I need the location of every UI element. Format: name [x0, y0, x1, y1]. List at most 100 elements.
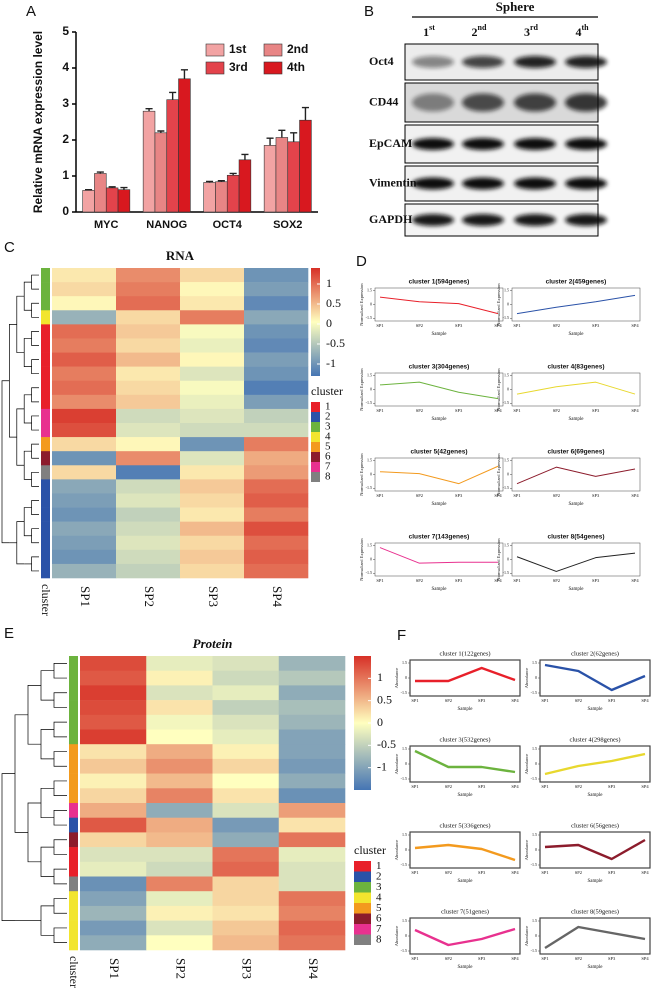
- blot-band: [565, 56, 607, 68]
- blot-band: [514, 138, 556, 150]
- cluster-strip: [69, 656, 78, 671]
- y-tick-label: 0: [507, 301, 509, 306]
- heatmap-cell: [146, 803, 213, 818]
- y-axis-label: Normalized Expression: [359, 453, 364, 496]
- legend-label: 8: [376, 933, 382, 945]
- x-tick-label: SP2: [445, 956, 452, 961]
- lane-label: 4th: [575, 23, 589, 39]
- heatmap-cell: [244, 437, 309, 452]
- plot-title: cluster 6(56genes): [571, 822, 619, 829]
- y-tick-label: 0: [370, 301, 372, 306]
- x-tick-label: SP2: [445, 784, 452, 789]
- x-tick-label: SP1: [513, 408, 520, 413]
- y-tick-label: 0: [370, 471, 372, 476]
- x-tick-label: SP4: [631, 493, 639, 498]
- cluster-strip: [41, 465, 50, 480]
- dendrogram-branch: [27, 685, 41, 745]
- error-bar: [266, 137, 274, 146]
- heatmap-cell: [180, 563, 245, 579]
- cluster-strip: [41, 507, 50, 522]
- cluster-strip: [41, 282, 50, 297]
- plot-frame: [374, 457, 504, 492]
- cluster-strip: [41, 352, 50, 367]
- legend-label: 2: [325, 411, 331, 423]
- plot-title: cluster 2(459genes): [546, 279, 607, 286]
- heatmap-cell: [278, 700, 346, 716]
- error-bar: [96, 171, 104, 174]
- heatmap-cell: [278, 773, 346, 789]
- y-tick-label: 1.5: [504, 543, 509, 548]
- heatmap-cell: [116, 352, 181, 367]
- heatmap-cell: [146, 876, 213, 892]
- heatmap-cell: [116, 451, 181, 466]
- dendrogram-branch: [40, 670, 54, 701]
- x-tick-label: SP4: [641, 698, 649, 703]
- dendrogram-branch: [23, 450, 32, 480]
- heatmap-cell: [180, 296, 245, 311]
- colorbar-tick-label: 0: [377, 715, 383, 729]
- y-tick-label: 1.5: [504, 288, 509, 293]
- heatmap-cell: [52, 282, 117, 297]
- x-axis-label: Sample: [569, 587, 585, 592]
- bar: [287, 141, 300, 213]
- error-bar: [290, 132, 298, 142]
- cluster-strip: [41, 310, 50, 325]
- plot-title: cluster 4(83genes): [547, 364, 604, 371]
- heatmap-cell: [212, 700, 280, 716]
- heatmap-cell: [146, 832, 213, 848]
- x-tick-label: SP3: [592, 408, 600, 413]
- error-bar: [241, 153, 249, 160]
- heatmap-cell: [116, 549, 181, 565]
- heatmap-cell: [212, 847, 280, 863]
- heatmap-cell: [80, 758, 147, 774]
- heatmap-cell: [52, 310, 117, 325]
- heatmap-cell: [80, 656, 147, 671]
- heatmap-cell: [80, 876, 147, 892]
- heatmap-cell: [146, 685, 213, 701]
- y-tick-label: -1.5: [503, 570, 509, 575]
- heatmap-cell: [116, 408, 181, 424]
- x-tick-label: SP4: [494, 578, 502, 583]
- y-tick-label: -1.5: [531, 690, 537, 695]
- heatmap-cell: [212, 861, 280, 877]
- y-axis-label: Normalized Expression: [359, 538, 364, 581]
- plot-frame: [539, 831, 651, 869]
- lane-label: 1st: [423, 23, 435, 39]
- bar: [203, 182, 216, 213]
- protein-label: Oct4: [369, 54, 394, 68]
- cluster-trend: [544, 752, 646, 776]
- blot-band: [565, 177, 607, 190]
- heatmap-cell: [278, 788, 346, 804]
- blot-band: [565, 138, 607, 150]
- heatmap-cell: [180, 380, 245, 396]
- plot-frame: [539, 659, 651, 697]
- heatmap-cell: [180, 282, 245, 297]
- dendrogram-branch: [23, 394, 32, 424]
- column-label: SP2: [173, 958, 188, 979]
- lane-number: 2: [472, 25, 478, 39]
- heatmap-cell: [244, 352, 309, 367]
- colorbar-tick-label: 0: [326, 316, 332, 330]
- y-tick-label: 1.5: [367, 373, 372, 378]
- x-tick-label: SP1: [376, 493, 383, 498]
- x-axis-label: Sample: [458, 879, 474, 884]
- colorbar-tick-label: -0.5: [326, 336, 345, 350]
- plot-title: cluster 7(51genes): [441, 908, 489, 915]
- y-tick-label: 2: [62, 132, 69, 146]
- dendrogram-branch: [53, 839, 67, 855]
- dendrogram-branch: [31, 443, 39, 459]
- heatmap-cell: [52, 521, 117, 537]
- blot-band: [412, 214, 454, 226]
- heatmap-cell: [52, 563, 117, 579]
- error-bar: [169, 91, 177, 100]
- blot-title: Sphere: [496, 0, 535, 14]
- x-tick-label: SP1: [541, 870, 548, 875]
- heatmap-cell: [146, 758, 213, 774]
- cluster-trend: [379, 296, 499, 315]
- cluster-trend: [516, 466, 636, 485]
- cluster-strip: [69, 758, 78, 774]
- plot-frame: [511, 457, 641, 492]
- heatmap-cell: [278, 803, 346, 818]
- x-tick-label: SP3: [592, 323, 600, 328]
